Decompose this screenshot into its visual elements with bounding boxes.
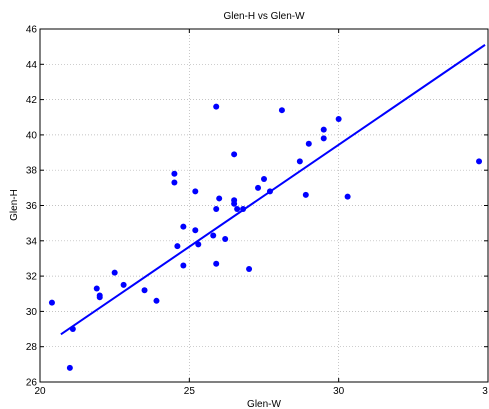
data-point [48,299,55,306]
chart-title: Glen-H vs Glen-W [223,11,305,22]
data-point [266,188,273,195]
data-points [48,103,483,371]
data-point [296,158,303,165]
data-point [180,223,187,230]
x-tick-label: 20 [34,386,46,397]
data-point [171,179,178,186]
data-point [344,193,351,200]
grid-lines [40,29,488,382]
data-point [302,191,309,198]
y-tick-label: 36 [26,201,38,212]
data-point [96,294,103,301]
data-point [111,269,118,276]
data-point [210,232,217,239]
data-point [222,236,229,243]
data-point [320,126,327,133]
data-point [231,200,238,207]
data-point [278,107,285,114]
data-point [240,206,247,213]
data-point [180,262,187,269]
data-point [234,206,241,213]
data-point [261,176,267,183]
y-tick-label: 32 [26,272,38,283]
y-tick-label: 42 [26,95,38,106]
axis-ticks: 20 25 30 3 26 28 30 32 34 36 38 40 42 44 46 [26,25,489,397]
x-axis-label: Glen-W [247,399,281,409]
data-point [66,364,73,371]
data-point [335,116,342,123]
data-point [213,260,220,267]
data-point [246,266,253,273]
data-point [476,158,483,165]
y-tick-label: 26 [26,378,38,389]
x-tick-label: 25 [184,386,196,397]
data-point [231,151,238,158]
y-tick-label: 34 [26,236,38,247]
fit-line-group [60,44,486,336]
data-point [213,103,220,110]
data-point [174,243,181,250]
data-point [192,188,199,195]
data-point [213,206,220,213]
x-tick-label: 3 [482,386,488,397]
y-tick-label: 44 [26,60,38,71]
y-tick-label: 40 [26,130,38,141]
data-point [255,184,262,191]
data-point [93,285,100,292]
data-point [120,281,127,288]
y-axis-label: Glen-H [9,189,20,221]
y-tick-label: 28 [26,342,38,353]
data-point [320,135,327,142]
data-point [216,195,223,202]
fit-line [60,44,486,336]
y-tick-label: 46 [26,25,38,36]
data-point [141,287,148,294]
data-point [69,326,76,333]
data-point [195,241,202,248]
plot-area [40,29,488,382]
data-point [153,297,160,304]
data-point [192,227,199,234]
x-tick-label: 30 [333,386,345,397]
y-tick-label: 30 [26,307,38,318]
data-point [171,170,178,177]
data-point [305,140,312,147]
y-tick-label: 38 [26,166,38,177]
